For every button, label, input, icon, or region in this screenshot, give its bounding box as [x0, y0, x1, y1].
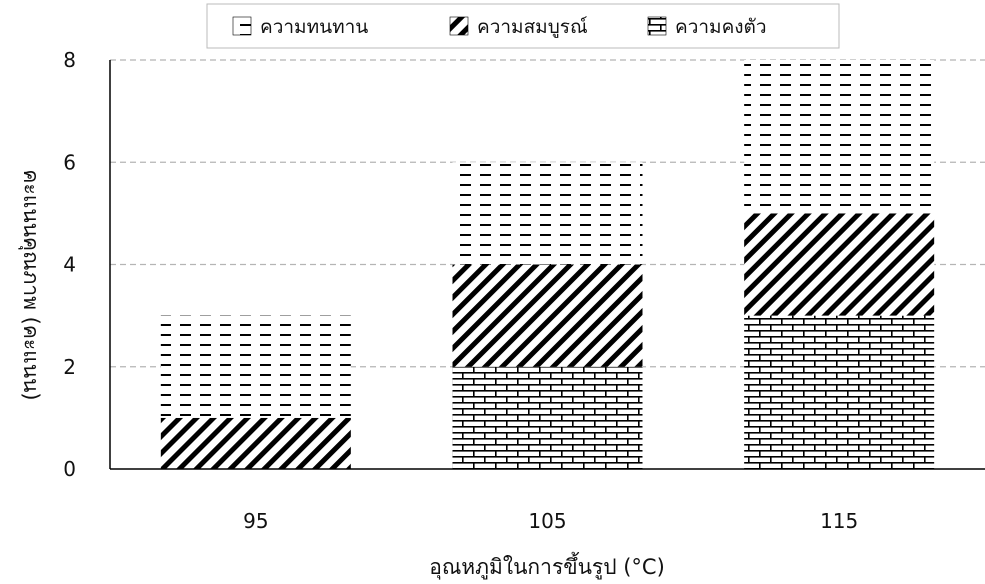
bar-segment	[160, 417, 351, 469]
bar-segment	[160, 315, 351, 418]
legend-swatch	[449, 16, 469, 36]
y-tick-label: 8	[63, 48, 76, 72]
legend-label: ความสมบูรณ์	[477, 16, 588, 38]
bar-segment	[452, 366, 643, 469]
legend-label: ความทนทาน	[260, 16, 368, 38]
y-tick-label: 6	[63, 150, 76, 174]
legend-label: ความคงตัว	[675, 16, 767, 38]
legend-swatch	[232, 16, 252, 36]
x-axis-title: อุณหภูมิในการขึ้นรูป (°C)	[429, 552, 665, 580]
x-tick-label: 115	[820, 509, 858, 533]
legend: ความทนทาน ความสมบูรณ์ ความคงตัว	[206, 3, 840, 49]
legend-box	[206, 3, 840, 49]
x-tick-label: 105	[528, 509, 566, 533]
bars	[160, 60, 935, 469]
y-tick-label: 4	[63, 253, 76, 277]
legend-swatch	[647, 16, 667, 36]
bar-segment	[744, 213, 935, 316]
bar-segment	[452, 264, 643, 367]
y-tick-label: 2	[63, 355, 76, 379]
tick-labels: 0 2 4 6 8 95 105 115	[63, 48, 858, 533]
bar-segment	[744, 315, 935, 469]
axes	[109, 60, 985, 470]
y-tick-label: 0	[63, 457, 76, 481]
bar-segment	[744, 60, 935, 214]
x-tick-label: 95	[243, 509, 268, 533]
bar-segment	[452, 162, 643, 265]
y-axis-title: คะแนนคุณภาพ (คะแนน)	[18, 169, 43, 400]
